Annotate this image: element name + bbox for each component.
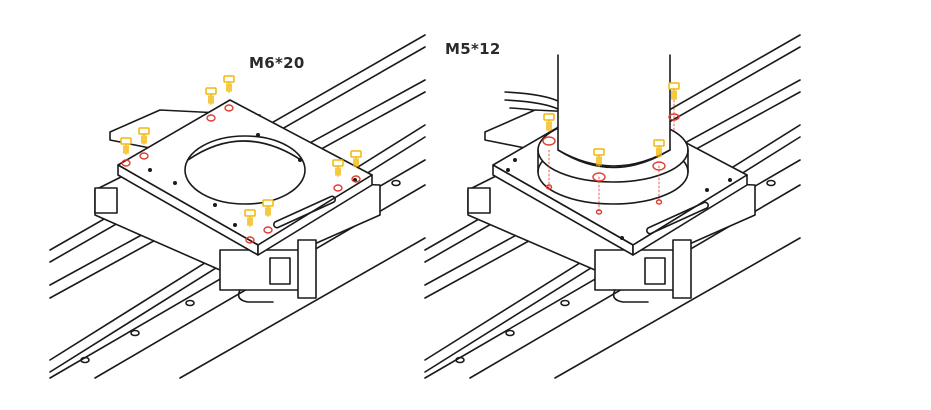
hole-marker-icon [122, 160, 130, 166]
screw-icon [139, 128, 149, 144]
screw-icon [206, 88, 216, 104]
left-screws [121, 76, 361, 226]
screw-icon [224, 76, 234, 92]
screw-icon [544, 114, 554, 131]
screw-icon [654, 140, 664, 157]
hole-marker-icon [597, 210, 602, 214]
right-robot-cylinder [558, 55, 670, 166]
screw-spec-label-left: M6*20 [249, 54, 305, 72]
screw-icon [263, 200, 273, 216]
screw-icon [594, 149, 604, 166]
right-panel [425, 35, 800, 378]
right-plate-slot [647, 202, 708, 233]
hole-marker-icon [653, 162, 665, 170]
screw-icon [121, 138, 131, 154]
screw-spec-label-right: M5*12 [445, 40, 501, 58]
hole-marker-icon [264, 227, 272, 233]
screw-icon [333, 160, 343, 176]
left-plate-side-right [258, 175, 372, 255]
hole-marker-icon [547, 185, 552, 189]
left-plate-holes [148, 133, 357, 227]
hole-marker-icon [657, 200, 662, 204]
hole-marker-icon [543, 137, 555, 145]
right-hole-markers [543, 114, 679, 214]
hole-marker-icon [225, 105, 233, 111]
left-plate-slot [274, 196, 335, 227]
right-alignment-lines [549, 100, 674, 212]
hole-marker-icon [352, 176, 360, 182]
hole-marker-icon [246, 237, 254, 243]
right-screws [544, 83, 679, 166]
hole-marker-icon [669, 114, 679, 120]
hole-marker-icon [140, 153, 148, 159]
hole-marker-icon [334, 185, 342, 191]
left-panel [50, 35, 425, 378]
hole-marker-icon [207, 115, 215, 121]
screw-icon [245, 210, 255, 226]
left-plate-center-hole [185, 136, 305, 204]
right-plate-holes [506, 158, 732, 240]
screw-icon [351, 151, 361, 167]
screw-icon [669, 83, 679, 100]
hole-marker-icon [593, 173, 605, 181]
left-hole-markers [122, 105, 360, 243]
